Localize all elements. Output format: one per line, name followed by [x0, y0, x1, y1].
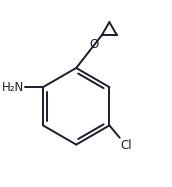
- Text: O: O: [90, 38, 99, 51]
- Text: H₂N: H₂N: [2, 81, 24, 94]
- Text: Cl: Cl: [120, 139, 132, 152]
